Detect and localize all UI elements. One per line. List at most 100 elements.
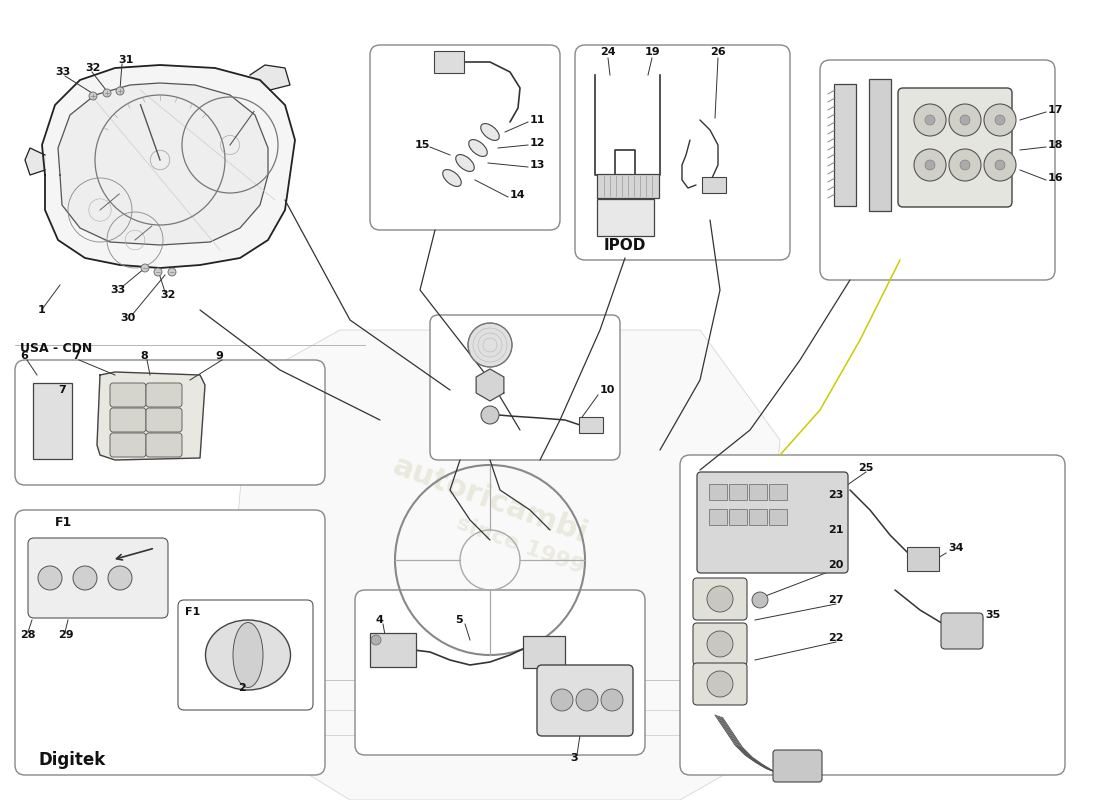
Circle shape	[707, 631, 733, 657]
FancyBboxPatch shape	[710, 509, 727, 525]
Circle shape	[141, 264, 149, 272]
Text: 22: 22	[828, 633, 844, 643]
Text: 4: 4	[375, 615, 383, 625]
Circle shape	[168, 268, 176, 276]
Circle shape	[984, 104, 1016, 136]
Text: 20: 20	[828, 560, 844, 570]
FancyBboxPatch shape	[749, 484, 767, 500]
FancyBboxPatch shape	[693, 663, 747, 705]
Text: 32: 32	[160, 290, 175, 300]
FancyBboxPatch shape	[710, 484, 727, 500]
Text: 9: 9	[214, 351, 223, 361]
FancyBboxPatch shape	[110, 433, 146, 457]
FancyBboxPatch shape	[869, 79, 891, 211]
Circle shape	[116, 87, 124, 95]
Circle shape	[576, 689, 598, 711]
FancyBboxPatch shape	[680, 455, 1065, 775]
FancyBboxPatch shape	[522, 636, 565, 668]
Text: 23: 23	[828, 490, 844, 500]
Ellipse shape	[481, 123, 499, 141]
Text: 12: 12	[530, 138, 546, 148]
Ellipse shape	[233, 622, 263, 687]
Text: 34: 34	[948, 543, 964, 553]
FancyBboxPatch shape	[434, 51, 464, 73]
Text: 6: 6	[20, 351, 28, 361]
Text: USA - CDN: USA - CDN	[20, 342, 92, 355]
Text: 26: 26	[710, 47, 726, 57]
Text: 21: 21	[828, 525, 844, 535]
Polygon shape	[476, 369, 504, 401]
FancyBboxPatch shape	[146, 408, 182, 432]
Circle shape	[960, 160, 970, 170]
Text: 25: 25	[858, 463, 873, 473]
Polygon shape	[25, 148, 45, 175]
FancyBboxPatch shape	[702, 177, 726, 193]
FancyBboxPatch shape	[146, 383, 182, 407]
Circle shape	[73, 566, 97, 590]
Polygon shape	[220, 330, 780, 800]
Text: 31: 31	[118, 55, 133, 65]
Text: 8: 8	[140, 351, 147, 361]
FancyBboxPatch shape	[597, 199, 654, 236]
FancyBboxPatch shape	[697, 472, 848, 573]
Ellipse shape	[469, 139, 487, 157]
Circle shape	[154, 268, 162, 276]
Text: 15: 15	[415, 140, 430, 150]
FancyBboxPatch shape	[820, 60, 1055, 280]
FancyBboxPatch shape	[430, 315, 620, 460]
Text: F1: F1	[185, 607, 200, 617]
Circle shape	[601, 689, 623, 711]
Circle shape	[707, 671, 733, 697]
Text: 17: 17	[1048, 105, 1064, 115]
Circle shape	[707, 586, 733, 612]
Circle shape	[468, 323, 512, 367]
FancyBboxPatch shape	[33, 383, 72, 459]
FancyBboxPatch shape	[908, 547, 939, 571]
Text: 35: 35	[984, 610, 1000, 620]
Text: 16: 16	[1048, 173, 1064, 183]
Text: 27: 27	[828, 595, 844, 605]
FancyBboxPatch shape	[898, 88, 1012, 207]
Text: 19: 19	[645, 47, 661, 57]
Ellipse shape	[442, 170, 461, 186]
Circle shape	[984, 149, 1016, 181]
Circle shape	[551, 689, 573, 711]
Text: since 1999: since 1999	[453, 513, 586, 578]
Polygon shape	[42, 65, 295, 268]
FancyBboxPatch shape	[370, 45, 560, 230]
Text: 18: 18	[1048, 140, 1064, 150]
FancyBboxPatch shape	[178, 600, 314, 710]
FancyBboxPatch shape	[773, 750, 822, 782]
FancyBboxPatch shape	[769, 484, 786, 500]
Text: 32: 32	[85, 63, 100, 73]
Ellipse shape	[206, 620, 290, 690]
Circle shape	[996, 160, 1005, 170]
Text: 5: 5	[455, 615, 463, 625]
FancyBboxPatch shape	[729, 484, 747, 500]
Text: 1: 1	[39, 305, 46, 315]
Text: 30: 30	[120, 313, 135, 323]
Text: 28: 28	[20, 630, 35, 640]
Text: 29: 29	[58, 630, 74, 640]
FancyBboxPatch shape	[769, 509, 786, 525]
FancyBboxPatch shape	[940, 613, 983, 649]
Text: Digitek: Digitek	[39, 751, 106, 769]
Circle shape	[914, 104, 946, 136]
FancyBboxPatch shape	[579, 417, 603, 433]
FancyBboxPatch shape	[575, 45, 790, 260]
Text: 3: 3	[570, 753, 578, 763]
FancyBboxPatch shape	[370, 633, 416, 667]
Circle shape	[89, 92, 97, 100]
Circle shape	[949, 104, 981, 136]
Text: autoricambi: autoricambi	[388, 451, 592, 549]
FancyBboxPatch shape	[110, 383, 146, 407]
Polygon shape	[97, 372, 205, 460]
Text: 7: 7	[58, 385, 66, 395]
Circle shape	[949, 149, 981, 181]
FancyBboxPatch shape	[15, 510, 324, 775]
FancyBboxPatch shape	[729, 509, 747, 525]
Polygon shape	[58, 83, 268, 245]
Circle shape	[925, 160, 935, 170]
FancyBboxPatch shape	[355, 590, 645, 755]
FancyBboxPatch shape	[597, 174, 659, 198]
